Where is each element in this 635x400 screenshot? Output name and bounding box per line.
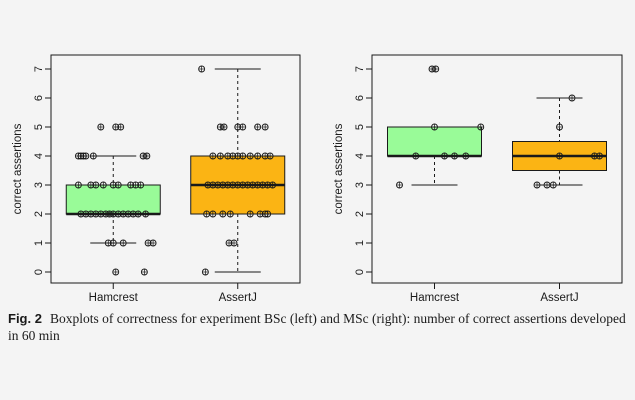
bsc-assertj-data-point (246, 152, 254, 160)
bsc-y-tick-label: 4 (33, 153, 45, 159)
msc-assertj-data-point (556, 152, 563, 160)
bsc-hamcrest-data-point (149, 239, 157, 247)
bsc-hamcrest-data-point (109, 239, 117, 247)
bsc-assertj-data-point (254, 152, 262, 160)
msc-assertj-data-point (568, 94, 576, 102)
bsc-assertj-data-point (230, 239, 238, 247)
msc-y-tick-label: 6 (354, 95, 366, 101)
msc-hamcrest-data-point (441, 152, 448, 160)
bsc-hamcrest-data-point (92, 181, 100, 189)
msc-hamcrest-data-point (396, 181, 403, 189)
bsc-y-tick-label: 0 (33, 269, 45, 275)
caption-label: Fig. 2 (8, 311, 42, 326)
bsc-assertj-data-point (201, 268, 209, 276)
bsc-y-tick-label: 7 (33, 66, 45, 72)
msc-assertj-data-point (596, 152, 603, 160)
msc-plot-frame (371, 54, 623, 284)
msc-hamcrest-data-point (432, 65, 440, 73)
bsc-assertj-data-point (239, 123, 247, 131)
bsc-assertj-data-point (220, 123, 228, 131)
msc-assertj-data-point (543, 181, 551, 189)
msc-y-tick-label: 0 (354, 269, 366, 275)
bsc-assertj-data-point (226, 210, 234, 218)
msc-y-tick-label: 5 (354, 124, 366, 130)
bsc-plot-frame (50, 54, 301, 284)
msc-y-tick-label: 2 (354, 211, 366, 217)
msc-x-tick-label: AssertJ (540, 292, 578, 304)
figure-caption: Fig. 2 Boxplots of correctness for experi… (8, 310, 628, 344)
bsc-assertj-data-point (219, 210, 227, 218)
bsc-assertj-data-point (261, 123, 269, 131)
msc-assertj-data-point (556, 123, 563, 131)
bsc-hamcrest-data-point (140, 268, 148, 276)
msc-hamcrest-data-point (477, 123, 485, 131)
bsc-hamcrest-data-point (89, 152, 97, 160)
bsc-y-tick-label: 5 (33, 124, 45, 130)
bsc-x-tick-label: Hamcrest (89, 292, 139, 304)
msc-y-tick-label: 7 (354, 66, 366, 72)
caption-text: Boxplots of correctness for experiment B… (8, 311, 626, 343)
bsc-assertj-data-point (209, 152, 217, 160)
msc-assertj-data-point (549, 181, 557, 189)
bsc-assertj-data-point (203, 210, 211, 218)
bsc-hamcrest-box (65, 184, 161, 215)
bsc-hamcrest-data-point (114, 181, 122, 189)
bsc-y-tick-label: 6 (33, 95, 45, 101)
bsc-assertj-data-point (266, 152, 274, 160)
bsc-hamcrest-data-point (97, 123, 105, 131)
msc-boxplot-panel: 0 1 2 3 4 5 6 7 correct assertions Hamcrest Assert… (333, 54, 623, 304)
bsc-assertj-data-point (246, 210, 254, 218)
msc-hamcrest-data-point (462, 152, 470, 160)
bsc-hamcrest-data-point (117, 123, 125, 131)
msc-hamcrest-box (387, 126, 482, 157)
bsc-hamcrest-data-point (137, 181, 145, 189)
bsc-hamcrest-data-point (143, 152, 151, 160)
bsc-hamcrest-data-point (112, 268, 120, 276)
msc-hamcrest-data-point (412, 152, 420, 160)
msc-y-tick-label: 1 (354, 240, 366, 246)
bsc-assertj-data-point (209, 210, 217, 218)
bsc-hamcrest-data-point (82, 152, 90, 160)
bsc-assertj-data-point (254, 123, 262, 131)
bsc-y-tick-label: 3 (33, 182, 45, 188)
bsc-hamcrest-data-point (99, 181, 107, 189)
bsc-hamcrest-data-point (119, 239, 127, 247)
bsc-boxplot-panel: 0 1 2 3 4 5 6 7 correct assertions Hamcrest Assert… (12, 54, 301, 304)
bsc-hamcrest-data-point (74, 181, 82, 189)
bsc-y-axis-label: correct assertions (12, 123, 24, 214)
bsc-y-tick-label: 2 (33, 211, 45, 217)
bsc-x-tick-label: AssertJ (219, 292, 257, 304)
bsc-assertj-data-point (216, 152, 224, 160)
msc-hamcrest-data-point (451, 152, 458, 160)
bsc-hamcrest-data-point (142, 210, 150, 218)
msc-hamcrest-data-point (431, 123, 438, 131)
msc-y-tick-label: 3 (354, 182, 366, 188)
bsc-hamcrest-data-point (134, 210, 142, 218)
bsc-assertj-data-point (198, 65, 206, 73)
bsc-y-tick-label: 1 (33, 240, 45, 246)
bsc-assertj-data-point (269, 181, 277, 189)
bsc-assertj-data-point (264, 210, 272, 218)
bsc-assertj-data-point (239, 152, 247, 160)
msc-y-tick-label: 4 (354, 153, 366, 159)
msc-y-axis-label: correct assertions (333, 123, 345, 214)
msc-x-tick-label: Hamcrest (410, 292, 460, 304)
msc-assertj-data-point (533, 181, 541, 189)
